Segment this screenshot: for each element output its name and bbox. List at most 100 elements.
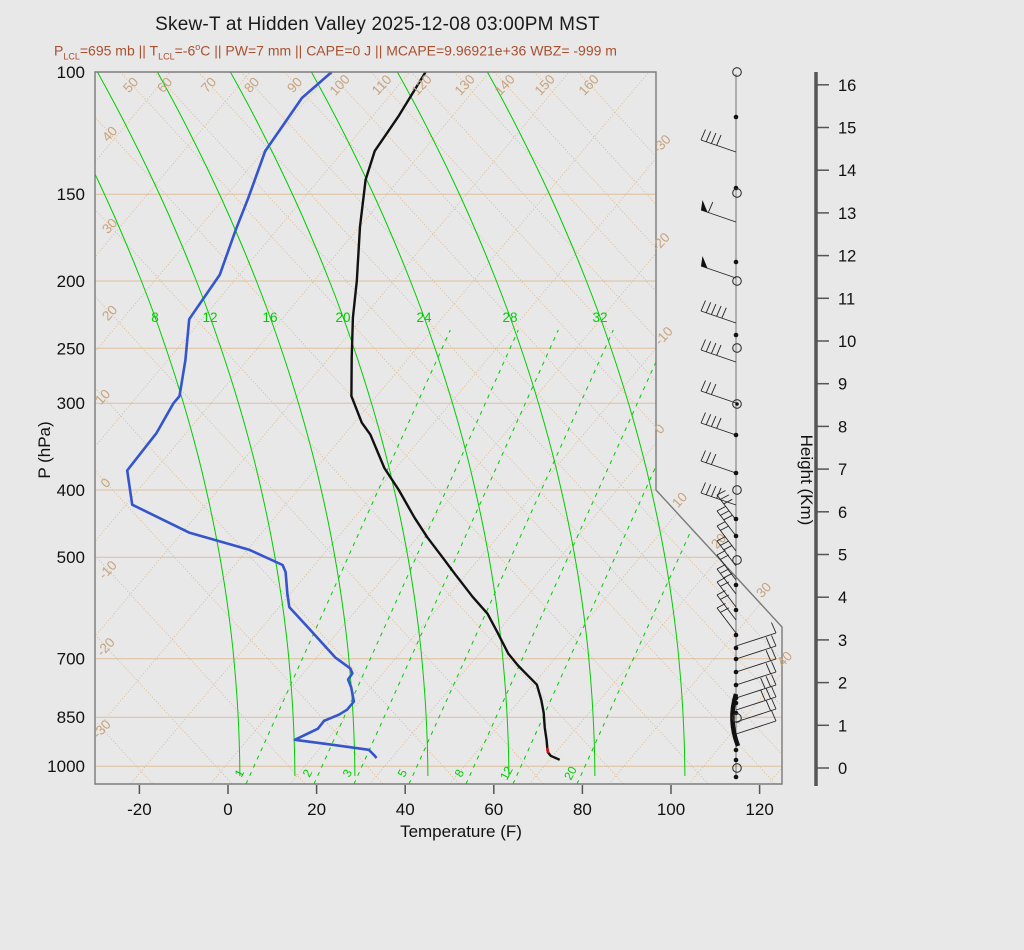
- level-circle: [732, 276, 742, 286]
- level-circle: [732, 713, 742, 723]
- wind-barb-feather: [765, 688, 772, 699]
- mixing-ratio-line: [353, 329, 559, 784]
- wind-barb-feather: [765, 700, 772, 711]
- wind-barb-staff: [700, 349, 737, 363]
- moist-adiabat-line: [96, 72, 296, 777]
- dry-adiabat-line: [283, 72, 782, 784]
- wind-barb-staff: [700, 139, 737, 153]
- svg-text:80: 80: [241, 74, 262, 95]
- wind-barb-feather: [765, 637, 772, 648]
- wind-barb-feather: [720, 581, 730, 587]
- dry-adiabat-line: [95, 72, 460, 784]
- wind-barb-pennant: [701, 256, 708, 269]
- level-dot: [733, 516, 739, 522]
- svg-text:20: 20: [335, 310, 350, 325]
- height-tick-label: 11: [838, 290, 855, 308]
- level-dot: [733, 632, 739, 638]
- svg-text:12: 12: [202, 310, 217, 325]
- temperature-tick-label: 80: [573, 800, 592, 819]
- level-circle: [732, 343, 742, 353]
- wind-barb-feather: [716, 417, 722, 429]
- moist-adiabat-line: [486, 72, 686, 777]
- wind-barb-feather: [705, 452, 712, 463]
- chart-subtitle-stats: PLCL=695 mb || TLCL=-6oC || PW=7 mm || C…: [54, 42, 617, 62]
- pressure-tick-label: 100: [57, 63, 85, 82]
- wind-barb-feather: [765, 676, 772, 687]
- svg-text:12: 12: [497, 764, 516, 783]
- svg-text:0: 0: [98, 475, 114, 491]
- pressure-tick-label: 1000: [47, 757, 85, 776]
- svg-text:130: 130: [452, 72, 478, 99]
- svg-text:140: 140: [492, 72, 518, 99]
- wind-barb-staff: [700, 390, 737, 404]
- wind-barb-staff: [716, 525, 737, 552]
- temperature-tick-label: 40: [396, 800, 415, 819]
- svg-text:90: 90: [284, 74, 305, 95]
- isotherm-line: [449, 72, 782, 784]
- pressure-tick-label: 400: [57, 481, 85, 500]
- svg-text:150: 150: [532, 72, 558, 99]
- level-dot: [733, 432, 739, 438]
- svg-text:8: 8: [151, 310, 159, 325]
- wind-barb-column: [700, 67, 777, 780]
- wind-barb-feather: [771, 622, 777, 634]
- level-dot: [733, 682, 739, 688]
- height-axis-title: Height (Km): [797, 435, 816, 526]
- moist-adiabat-line: [95, 72, 241, 777]
- dewpoint-curve: [125, 72, 378, 759]
- wind-barb-feather: [760, 677, 766, 689]
- wind-barb-staff: [735, 632, 777, 647]
- isotherm-line: [209, 72, 782, 784]
- level-dot: [733, 259, 739, 265]
- height-tick-label: 16: [838, 77, 856, 95]
- temperature-tick-label: 120: [745, 800, 773, 819]
- wind-barb-feather: [716, 590, 726, 596]
- wind-barb-feather: [700, 482, 706, 494]
- svg-text:20: 20: [99, 302, 120, 323]
- level-dot: [733, 607, 739, 613]
- height-tick-label: 9: [838, 376, 847, 394]
- wind-barb-feather: [721, 307, 727, 319]
- level-circle: [732, 763, 742, 773]
- dry-adiabat-line: [153, 72, 782, 784]
- height-tick-label: 8: [838, 418, 847, 436]
- level-dot: [733, 582, 739, 588]
- wind-barb-feather: [771, 661, 777, 673]
- moist-adiabat-line: [396, 72, 596, 777]
- wind-barb-feather: [771, 648, 777, 660]
- wind-barb-staff: [735, 708, 777, 723]
- wind-barb-staff: [735, 696, 777, 711]
- wind-barb-feather: [771, 635, 777, 647]
- level-dot: [733, 774, 739, 780]
- wind-barb-feather: [771, 698, 777, 710]
- svg-text:50: 50: [120, 74, 141, 95]
- wind-barb-feather: [700, 380, 706, 392]
- wind-barb-feather: [771, 674, 777, 686]
- temperature-tick-label: 60: [484, 800, 503, 819]
- isotherm-line: [130, 72, 730, 784]
- height-tick-label: 15: [838, 120, 856, 138]
- wind-barb-staff: [716, 581, 737, 608]
- wind-barb-feather: [716, 344, 722, 356]
- svg-text:28: 28: [502, 310, 517, 325]
- dry-adiabat-line: [370, 72, 782, 784]
- isotherm-line: [95, 72, 251, 784]
- level-dot: [733, 656, 739, 662]
- wind-barb-feather: [710, 132, 717, 144]
- level-dot: [733, 645, 739, 651]
- dry-adiabat-line: [533, 72, 782, 784]
- level-dot: [733, 114, 739, 120]
- pressure-tick-label: 300: [57, 394, 85, 413]
- wind-barb-staff: [700, 460, 737, 474]
- height-tick-label: 10: [838, 333, 856, 351]
- svg-text:3: 3: [340, 767, 356, 780]
- dry-adiabat-line: [95, 72, 709, 784]
- isotherm-line: [688, 72, 782, 784]
- wind-barb-feather: [710, 383, 717, 395]
- level-dot: [733, 669, 739, 675]
- wind-barb-feather: [720, 494, 730, 500]
- svg-text:-20: -20: [649, 230, 673, 255]
- plot-frame: [94, 71, 783, 785]
